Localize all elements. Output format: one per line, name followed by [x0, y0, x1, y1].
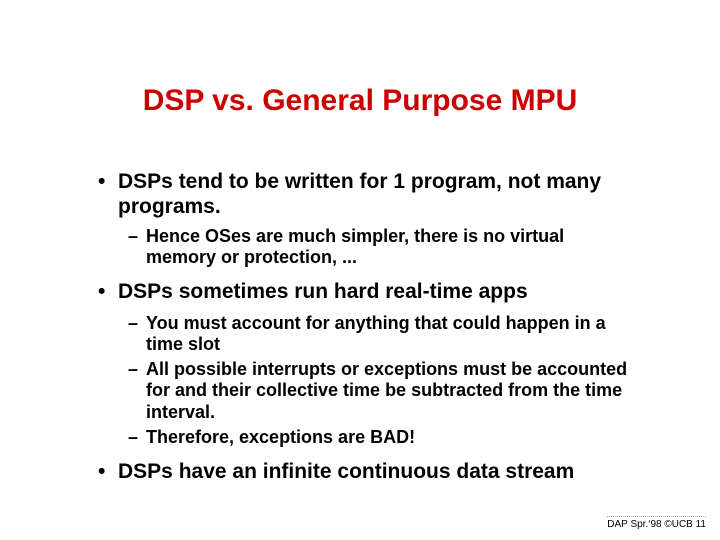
slide-body: DSPs tend to be written for 1 program, n… [0, 170, 720, 485]
bullet-level-2: Hence OSes are much simpler, there is no… [146, 226, 632, 268]
bullet-level-1: DSPs have an infinite continuous data st… [118, 460, 632, 485]
slide-footer: DAP Spr.‘98 ©UCB 11 [607, 516, 706, 530]
bullet-level-2: You must account for anything that could… [146, 313, 632, 355]
bullet-level-2: Therefore, exceptions are BAD! [146, 427, 632, 448]
bullet-level-2: All possible interrupts or exceptions mu… [146, 359, 632, 423]
slide: DSP vs. General Purpose MPU DSPs tend to… [0, 0, 720, 540]
bullet-level-1: DSPs tend to be written for 1 program, n… [118, 170, 632, 220]
slide-title: DSP vs. General Purpose MPU [0, 84, 720, 119]
bullet-level-1: DSPs sometimes run hard real-time apps [118, 280, 632, 305]
